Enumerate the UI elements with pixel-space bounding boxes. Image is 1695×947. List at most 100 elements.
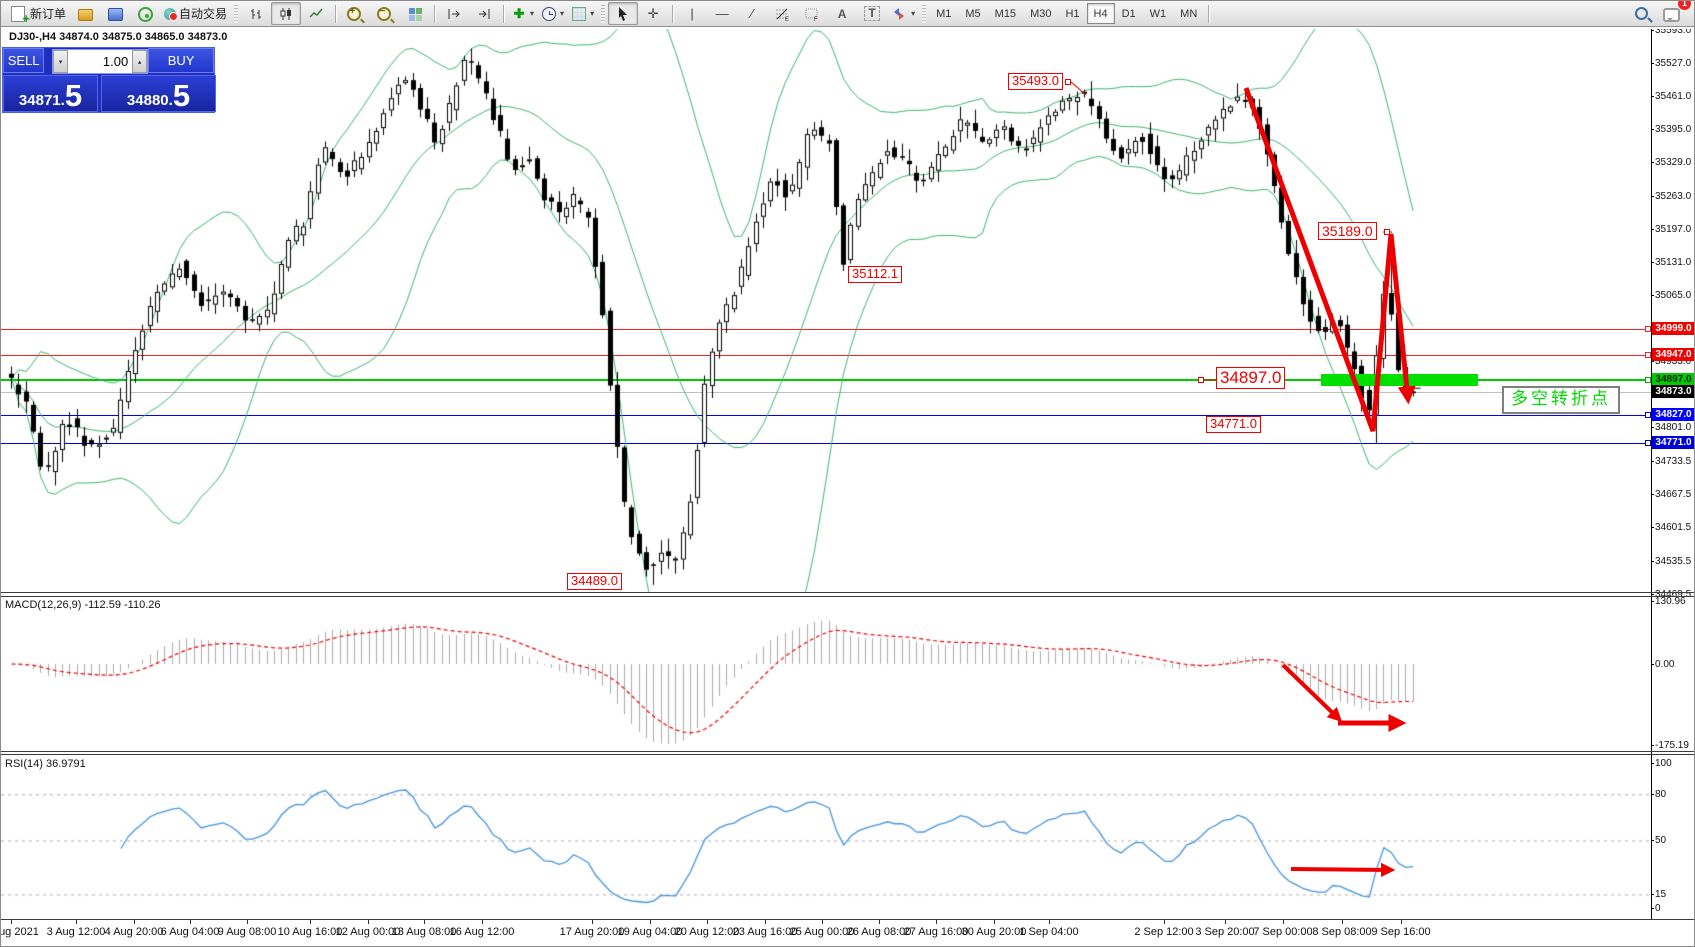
price-tick-34933.0: 34933.0: [1650, 356, 1692, 368]
autotrading-label: 自动交易: [179, 7, 228, 21]
sell-price-dot: .: [60, 92, 65, 109]
zoom-out-button[interactable]: −: [370, 2, 400, 25]
trendline-icon: ∕: [750, 5, 754, 21]
anchor-square: [1645, 352, 1651, 358]
timeframe-h1[interactable]: H1: [1065, 7, 1080, 20]
time-axis[interactable]: 2 Aug 2021 3 Aug 12:004 Aug 20:006 Aug 04…: [1, 920, 1651, 946]
timeframe-m15[interactable]: M15: [994, 7, 1017, 20]
add-indicator-icon: ✚: [513, 5, 525, 21]
candlestick-mode-button[interactable]: [271, 2, 302, 25]
bar-chart-mode-button[interactable]: [241, 2, 271, 25]
horizontal-line-icon: —: [715, 5, 729, 21]
zoom-in-icon: +: [346, 6, 361, 21]
price-tick-35593.0: 35593.0: [1650, 25, 1692, 36]
time-label: 8 Sep 08:00: [1312, 926, 1372, 938]
price-badge-34999.0: 34999.0: [1652, 322, 1694, 335]
price-badge-34771.0: 34771.0: [1652, 436, 1694, 449]
timeframe-mn[interactable]: MN: [1180, 7, 1198, 20]
time-tick-mark: [76, 920, 77, 924]
search-button[interactable]: [1626, 2, 1656, 25]
price-label-35112.1[interactable]: 35112.1: [848, 266, 903, 283]
chart-shift-icon: [479, 8, 490, 19]
price-label-34897.0[interactable]: 34897.0: [1216, 367, 1286, 389]
chart-shift-button[interactable]: [469, 2, 499, 25]
trendline-tool-button[interactable]: ∕: [737, 2, 767, 25]
timeframe-d1[interactable]: D1: [1121, 7, 1136, 20]
timeframe-m30[interactable]: M30: [1030, 7, 1052, 20]
indicators-button[interactable]: ✚ ▾: [508, 2, 538, 25]
grid-tool-button[interactable]: F: [797, 2, 827, 25]
toolbar-separator: [503, 4, 505, 23]
shapes-tool-button[interactable]: ▾: [887, 2, 919, 25]
line-chart-mode-button[interactable]: [301, 2, 331, 25]
signals-button[interactable]: [130, 2, 160, 25]
horizontal-line-tool-button[interactable]: —: [707, 2, 737, 25]
rsi-panel-separator[interactable]: [1, 751, 1694, 752]
support-highlight-rect[interactable]: [1321, 374, 1478, 386]
one-click-trading-panel: SELL ▾ ▴ BUY 34871.5 34880.5: [2, 47, 216, 113]
time-label: 3 Aug 12:00: [46, 926, 106, 938]
price-label-35189.0[interactable]: 35189.0: [1318, 222, 1377, 241]
zoom-in-button[interactable]: +: [340, 2, 370, 25]
price-badge-34947.0: 34947.0: [1652, 348, 1694, 361]
vertical-line-tool-button[interactable]: |: [677, 2, 707, 25]
time-label: 9 Aug 08:00: [217, 926, 277, 938]
price-label-34489.0[interactable]: 34489.0: [567, 573, 622, 590]
timeframe-m5[interactable]: M5: [965, 7, 981, 20]
new-order-button[interactable]: 新订单: [5, 2, 70, 26]
buy-button[interactable]: BUY: [148, 48, 214, 73]
time-tick-mark: [134, 920, 135, 924]
time-tick-mark: [1401, 920, 1402, 924]
svg-text:F: F: [814, 17, 818, 22]
notifications-button[interactable]: 1: [1656, 1, 1691, 25]
market-watch-button[interactable]: [70, 2, 100, 25]
fibonacci-icon: E: [776, 8, 789, 22]
time-tick-mark: [1225, 920, 1226, 924]
price-label-34771.0[interactable]: 34771.0: [1206, 416, 1261, 433]
timeframe-w1[interactable]: W1: [1149, 7, 1167, 20]
price-tick-34667.5: 34667.5: [1650, 489, 1692, 501]
sell-price-display: 34871. 5: [3, 75, 98, 112]
periods-button[interactable]: ▾: [538, 2, 568, 25]
timeframe-h4[interactable]: H4: [1086, 3, 1115, 24]
autotrading-icon: [164, 8, 179, 21]
price-tick-34469.5: 34469.5: [1650, 588, 1692, 600]
fibonacci-tool-button[interactable]: E: [767, 2, 797, 25]
toolbar-separator: [672, 4, 674, 23]
dropdown-caret-icon: ▾: [560, 9, 565, 18]
clock-icon: [542, 7, 557, 21]
templates-button[interactable]: ▾: [568, 2, 598, 25]
tile-windows-button[interactable]: [400, 2, 430, 25]
bar-chart-icon: [251, 8, 262, 19]
volume-increase-button[interactable]: ▴: [132, 50, 148, 73]
price-tick-35263.0: 35263.0: [1650, 190, 1692, 202]
text-tool-button[interactable]: A: [827, 2, 857, 25]
crosshair-tool-button[interactable]: ✛: [638, 2, 668, 25]
text-label-tool-button[interactable]: T: [857, 2, 887, 25]
time-axis-separator: [1, 919, 1694, 920]
price-axis[interactable]: 35593.0 35527.0 35461.0 35395.0 35329.0 35263…: [1650, 25, 1694, 919]
cursor-tool-button[interactable]: [608, 2, 639, 25]
price-badge-34873.0: 34873.0: [1652, 385, 1694, 398]
anchor-square: [1645, 412, 1651, 418]
price-tick-34535.5: 34535.5: [1650, 555, 1692, 567]
price-tick-35461.0: 35461.0: [1650, 91, 1692, 103]
volume-input[interactable]: [68, 50, 133, 73]
data-window-button[interactable]: [100, 2, 130, 25]
price-tick-35395.0: 35395.0: [1650, 124, 1692, 136]
timeframe-m1[interactable]: M1: [936, 7, 952, 20]
auto-scroll-button[interactable]: [439, 2, 469, 25]
toolbar-separator: [434, 4, 436, 23]
time-label: 27 Aug 16:00: [903, 926, 969, 938]
market-watch-icon: [77, 9, 93, 21]
price-tick-35197.0: 35197.0: [1650, 223, 1692, 235]
price-label-35493.0[interactable]: 35493.0: [1008, 73, 1063, 90]
turning-point-annotation[interactable]: 多空转折点: [1502, 386, 1620, 414]
sell-button[interactable]: SELL: [3, 48, 45, 73]
macd-panel-separator[interactable]: [1, 592, 1694, 593]
time-tick-mark: [994, 920, 995, 924]
autotrading-button[interactable]: 自动交易: [160, 2, 231, 25]
volume-decrease-button[interactable]: ▾: [53, 50, 69, 73]
